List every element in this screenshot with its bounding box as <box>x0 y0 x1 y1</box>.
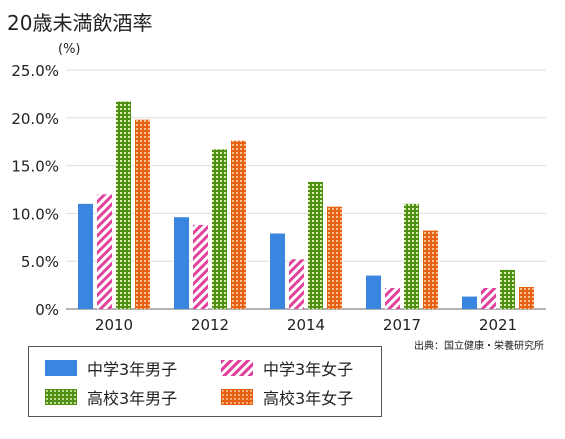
legend-label-series-1: 中学3年女子 <box>263 360 354 379</box>
y-tick-label: 20.0% <box>11 110 59 128</box>
legend-swatch-series-3 <box>221 389 253 405</box>
x-tick-label: 2014 <box>287 316 325 334</box>
bar-series-2 <box>116 101 131 309</box>
legend-swatch-series-2 <box>45 389 77 405</box>
bar-series-0 <box>270 233 285 309</box>
x-tick-label: 2010 <box>95 316 133 334</box>
bar-series-0 <box>462 296 477 309</box>
y-tick-label: 15.0% <box>11 158 59 176</box>
legend-item-series-3: 高校3年女子 <box>221 385 353 409</box>
bar-series-3 <box>135 119 150 309</box>
bar-series-3 <box>519 287 534 309</box>
legend-item-series-2: 高校3年男子 <box>45 385 177 409</box>
legend-item-series-1: 中学3年女子 <box>221 356 353 380</box>
bar-series-3 <box>423 230 438 309</box>
source-note: 出典：国立健康・栄養研究所 <box>414 339 544 352</box>
bar-series-2 <box>308 181 323 309</box>
y-tick-label: 10.0% <box>11 205 59 223</box>
y-axis-unit: (%) <box>58 42 81 57</box>
bar-series-2 <box>500 269 515 309</box>
legend-item-series-0: 中学3年男子 <box>45 356 177 380</box>
legend-swatch-series-1 <box>221 360 253 376</box>
y-tick-label: 25.0% <box>11 62 59 80</box>
bar-series-1 <box>289 259 304 309</box>
x-tick-label: 2012 <box>191 316 229 334</box>
bar-series-0 <box>366 275 381 309</box>
x-tick-label: 2017 <box>383 316 421 334</box>
bar-series-0 <box>78 203 93 309</box>
bar-series-1 <box>481 287 496 309</box>
x-tick-label: 2021 <box>479 316 517 334</box>
bar-series-1 <box>193 224 208 309</box>
legend-label-series-0: 中学3年男子 <box>87 360 178 379</box>
bar-series-3 <box>231 140 246 309</box>
legend-label-series-3: 高校3年女子 <box>263 389 354 408</box>
bar-series-2 <box>212 149 227 309</box>
chart-title: 20歳未満飲酒率 <box>7 11 152 35</box>
legend-label-series-2: 高校3年男子 <box>87 389 178 408</box>
y-tick-label: 0% <box>35 301 59 319</box>
legend-swatch-series-0 <box>45 360 77 376</box>
bar-series-1 <box>385 287 400 309</box>
bar-series-0 <box>174 217 189 309</box>
bar-series-3 <box>327 206 342 309</box>
y-tick-label: 5.0% <box>21 253 59 271</box>
bar-series-2 <box>404 203 419 309</box>
legend: 中学3年男子 中学3年女子 高校3年男子 高校3年女子 <box>28 346 382 417</box>
bar-series-1 <box>97 194 112 309</box>
